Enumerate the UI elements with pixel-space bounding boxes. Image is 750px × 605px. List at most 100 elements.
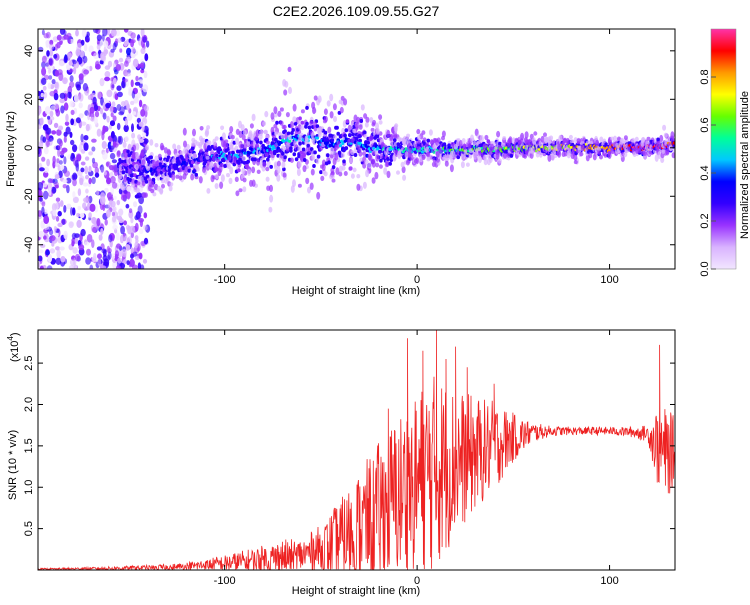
spectrogram-noise-cell [88,165,92,173]
spectrogram-noise-cell [130,100,135,106]
spectrogram-halo-cell [323,108,328,115]
spectrogram-halo-cell [407,147,412,154]
spectrogram-halo-cell [279,120,284,126]
spectrogram-halo-cell [251,166,256,174]
spectrogram-noise-cell [39,117,44,126]
spectrogram-mid-cell [359,119,364,123]
spectrogram-noise-cell [117,37,122,44]
spectrogram-noise-cell [47,82,52,90]
spectrogram-halo-cell [269,194,274,203]
spectrogram-noise-cell [60,105,65,114]
spectrogram-halo-cell [441,130,446,138]
spectrogram-halo-cell [393,134,398,139]
spectrogram-noise-cell [78,113,84,119]
spectrogram-noise-cell [63,230,68,240]
spectrogram-halo-cell [413,158,418,164]
spectrogram-noise-cell [108,234,113,243]
spectrogram-noise-cell [113,77,117,85]
spectrogram-noise-cell [93,52,99,60]
spectrogram-halo-cell [182,127,187,136]
spectrogram-noise-cell [69,259,76,266]
spectrogram-noise-cell [112,141,117,148]
spectrogram-halo-cell [276,166,281,174]
spectrogram-noise-cell [134,255,140,260]
spectrogram-halo-cell [323,171,328,177]
spectrogram-halo-cell [438,147,443,154]
spectrogram-halo-cell [259,129,263,137]
spectrogram-halo-cell [242,177,247,183]
spectrogram-noise-cell [71,240,75,247]
spectrogram-halo-cell [670,137,675,142]
spectrogram-halo-cell [171,173,176,181]
spectrogram-noise-cell [115,265,122,269]
spectrogram-halo-cell [226,173,230,178]
spectrogram-noise-cell [104,219,108,226]
spectrogram-mid-cell [509,153,514,158]
spectrogram-noise-cell [86,248,91,256]
spectrogram-halo-cell [156,175,161,181]
spectrogram-mid-cell [505,149,509,154]
spectrogram-halo-cell [175,174,180,179]
spectrogram-halo-cell [151,164,156,169]
colorbar-tick-label: 0.4 [699,165,711,180]
spectrogram-noise-cell [111,211,115,217]
spectrogram-halo-cell [333,116,337,123]
spectrogram-noise-cell [54,174,60,180]
spectrogram-halo-cell [262,161,267,168]
spectrogram-halo-cell [247,168,251,176]
spectrogram-noise-cell [111,159,117,164]
spectrogram-mid-cell [266,157,270,162]
spectrogram-core-cell [341,141,345,145]
spectrogram-halo-cell [375,154,380,162]
spectrogram-halo-cell [490,143,495,152]
spectrogram-halo-cell [561,151,566,157]
spectrogram-halo-cell [370,127,375,132]
spectrogram-halo-cell [329,93,334,102]
spectrogram-halo-cell [364,122,369,128]
spectrogram-noise-cell [96,246,102,251]
spectrogram-noise-cell [65,126,71,135]
spectrogram-mid-cell [269,164,274,169]
spectrogram-noise-cell [75,29,79,37]
spectrogram-mid-cell [366,140,371,145]
spectrogram-halo-cell [520,132,525,141]
spectrogram-noise-cell [77,188,82,197]
spectrogram-halo-cell [114,170,118,177]
spectrogram-halo-cell [241,133,246,141]
spectrogram-noise-cell [43,147,49,155]
spectrogram-halo-cell [327,126,332,134]
spectrogram-noise-cell [140,47,146,55]
spectrogram-halo-cell [557,143,562,151]
spectrogram-noise-cell [118,111,125,116]
spectrogram-noise-cell [102,29,108,37]
spectrogram-noise-cell [129,225,135,234]
snr-y-tick-label: 1.5 [23,438,35,453]
spectrogram-noise-cell [76,219,82,228]
spectrogram-halo-cell [141,159,146,166]
spectrogram-noise-cell [85,123,90,132]
spectrogram-halo-cell [495,152,500,160]
spectrogram-halo-cell [425,146,430,154]
spectrogram-core-cell [315,136,319,140]
spectrogram-noise-cell [38,123,42,130]
spectrogram-noise-cell [68,52,72,59]
spectrogram-mid-cell [486,139,491,144]
spectrogram-halo-cell [150,188,155,194]
spectrogram-halo-cell [276,174,281,182]
spectrogram-halo-cell [356,183,361,191]
spectrogram-halo-cell [155,159,160,167]
spectrogram-noise-cell [41,156,46,162]
spectrogram-halo-cell [379,153,384,159]
spectrogram-noise-cell [43,225,50,230]
spectrogram-halo-cell [277,110,282,117]
spectrogram-noise-cell [78,244,85,251]
spectrogram-noise-cell [69,131,73,138]
spectrogram-mid-cell [274,137,278,142]
spectrogram-core-cell [343,139,347,143]
spectrogram-halo-cell [416,135,421,140]
spectrogram-noise-cell [62,178,68,184]
spectrogram-halo-cell [268,206,273,213]
spectrogram-noise-cell [49,49,54,57]
spectrogram-noise-cell [72,196,79,203]
spectrogram-halo-cell [133,186,138,193]
